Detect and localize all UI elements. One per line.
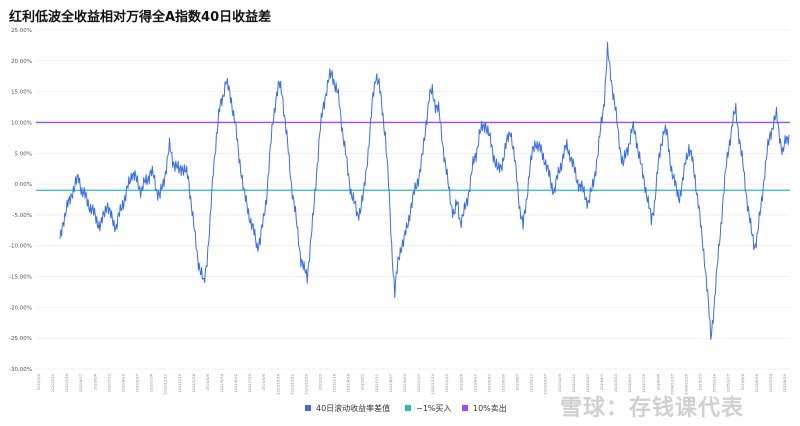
y-tick-label: 20.00%: [11, 59, 32, 65]
x-tick-label: 2025/6/16: [755, 373, 759, 392]
x-tick-label: 2020/9/27: [136, 374, 140, 392]
x-tick-label: 2021/2/26: [192, 373, 196, 392]
x-tick-label: 2024/6/20: [628, 373, 632, 392]
x-tick-label: 2024/2/27: [586, 374, 590, 392]
y-tick-label: -10.00%: [9, 244, 32, 250]
x-tick-label: 2023/1/20: [445, 373, 449, 392]
x-tick-label: 2020/8/19: [121, 373, 125, 392]
series-layer: [59, 41, 790, 341]
x-tick-label: 2022/12/14: [431, 373, 435, 394]
x-tick-label: 2022/4/26: [347, 373, 351, 392]
x-tick-label: 2022/3/18: [333, 373, 337, 392]
x-tick-label: 2020/1/2: [37, 374, 41, 390]
legend: 40日滚动收益率差值 −1%买入 10%卖出: [305, 403, 507, 413]
legend-swatch-series: [305, 405, 311, 411]
legend-swatch-buy: [405, 405, 411, 411]
x-tick-label: 2024/4/3: [600, 374, 604, 390]
x-tick-label: 2023/5/22: [487, 374, 491, 392]
x-tick-label: 2024/5/13: [614, 374, 618, 392]
y-tick-label: 5.00%: [15, 151, 32, 157]
y-tick-label: -30.00%: [9, 367, 32, 373]
x-tick-label: 2024/1/11: [572, 374, 576, 392]
legend-label-buy: −1%买入: [416, 404, 451, 413]
x-tick-label: 2021/11/22: [290, 374, 294, 395]
y-tick-label: -5.00%: [13, 213, 32, 219]
x-tick-label: 2025/3/27: [727, 374, 731, 392]
x-tick-label: 2021/6/22: [234, 374, 238, 392]
x-tick-label: 2022/6/2: [361, 374, 365, 390]
x-tick-label: 2024/11/25: [684, 374, 688, 395]
x-axis-tick-labels: 2020/1/2 2020/2/10 2020/3/19 2020/4/27 2020/…: [37, 373, 787, 394]
y-tick-label: 10.00%: [11, 120, 32, 126]
y-tick-label: -25.00%: [9, 336, 32, 342]
y-tick-label: 25.00%: [11, 28, 32, 34]
x-tick-label: 2022/11/7: [417, 374, 421, 392]
x-tick-label: 2023/9/13: [530, 374, 534, 392]
x-tick-label: 2021/5/14: [220, 373, 224, 392]
x-tick-label: 2024/10/17: [670, 374, 674, 395]
x-tick-label: 2021/7/29: [248, 373, 252, 392]
x-tick-label: 2023/8/7: [516, 374, 520, 390]
legend-label-sell: 10%卖出: [473, 403, 507, 413]
x-tick-label: 2023/12/5: [558, 374, 562, 392]
series-line-return-spread: [59, 41, 790, 341]
x-tick-label: 2020/7/13: [107, 374, 111, 392]
x-tick-label: 2020/12/11: [164, 374, 168, 395]
x-tick-label: 2022/8/17: [389, 374, 393, 392]
y-tick-label: 15.00%: [11, 90, 32, 96]
x-tick-label: 2023/10/27: [544, 374, 548, 395]
y-tick-label: -15.00%: [9, 275, 32, 281]
legend-swatch-sell: [462, 405, 468, 411]
x-tick-label: 2021/10/14: [276, 373, 280, 394]
y-tick-label: -20.00%: [9, 305, 32, 311]
x-tick-label: 2025/5/8: [741, 373, 745, 390]
x-tick-label: 2020/2/10: [51, 373, 55, 392]
x-tick-label: 2020/6/4: [93, 373, 97, 390]
grid-lines: [36, 29, 790, 370]
x-tick-label: 2024/9/4: [656, 373, 660, 390]
y-axis-tick-labels: -30.00% -25.00% -20.00% -15.00% -10.00% -5.00…: [9, 28, 32, 373]
x-tick-label: 2020/3/19: [65, 373, 69, 392]
x-tick-label: 2020/4/27: [79, 374, 83, 392]
x-tick-label: 2020/11/4: [150, 373, 154, 392]
x-tick-label: 2022/7/11: [375, 374, 379, 392]
x-tick-label: 2023/4/12: [473, 374, 477, 392]
x-tick-label: 2022/9/23: [403, 374, 407, 392]
x-tick-label: 2024/7/29: [642, 373, 646, 392]
watermark: 雪球：存钱课代表: [560, 396, 745, 421]
chart-title: 红利低波全收益相对万得全A指数40日收益差: [9, 10, 272, 25]
x-tick-label: 2025/8/29: [783, 373, 787, 392]
x-tick-label: 2025/1/3: [699, 374, 703, 390]
x-tick-label: 2021/1/19: [178, 373, 182, 392]
x-tick-label: 2023/3/6: [459, 373, 463, 390]
x-tick-label: 2023/6/30: [501, 373, 505, 392]
x-tick-label: 2022/2/9: [319, 373, 323, 390]
x-tick-label: 2025/7/24: [769, 373, 773, 392]
x-tick-label: 2025/2/18: [713, 373, 717, 392]
x-tick-label: 2021/9/6: [262, 373, 266, 390]
x-tick-label: 2021/12/29: [304, 373, 308, 394]
legend-label-series: 40日滚动收益率差值: [316, 403, 390, 413]
y-tick-label: 0.00%: [15, 182, 32, 188]
x-tick-label: 2021/4/6: [206, 373, 210, 390]
